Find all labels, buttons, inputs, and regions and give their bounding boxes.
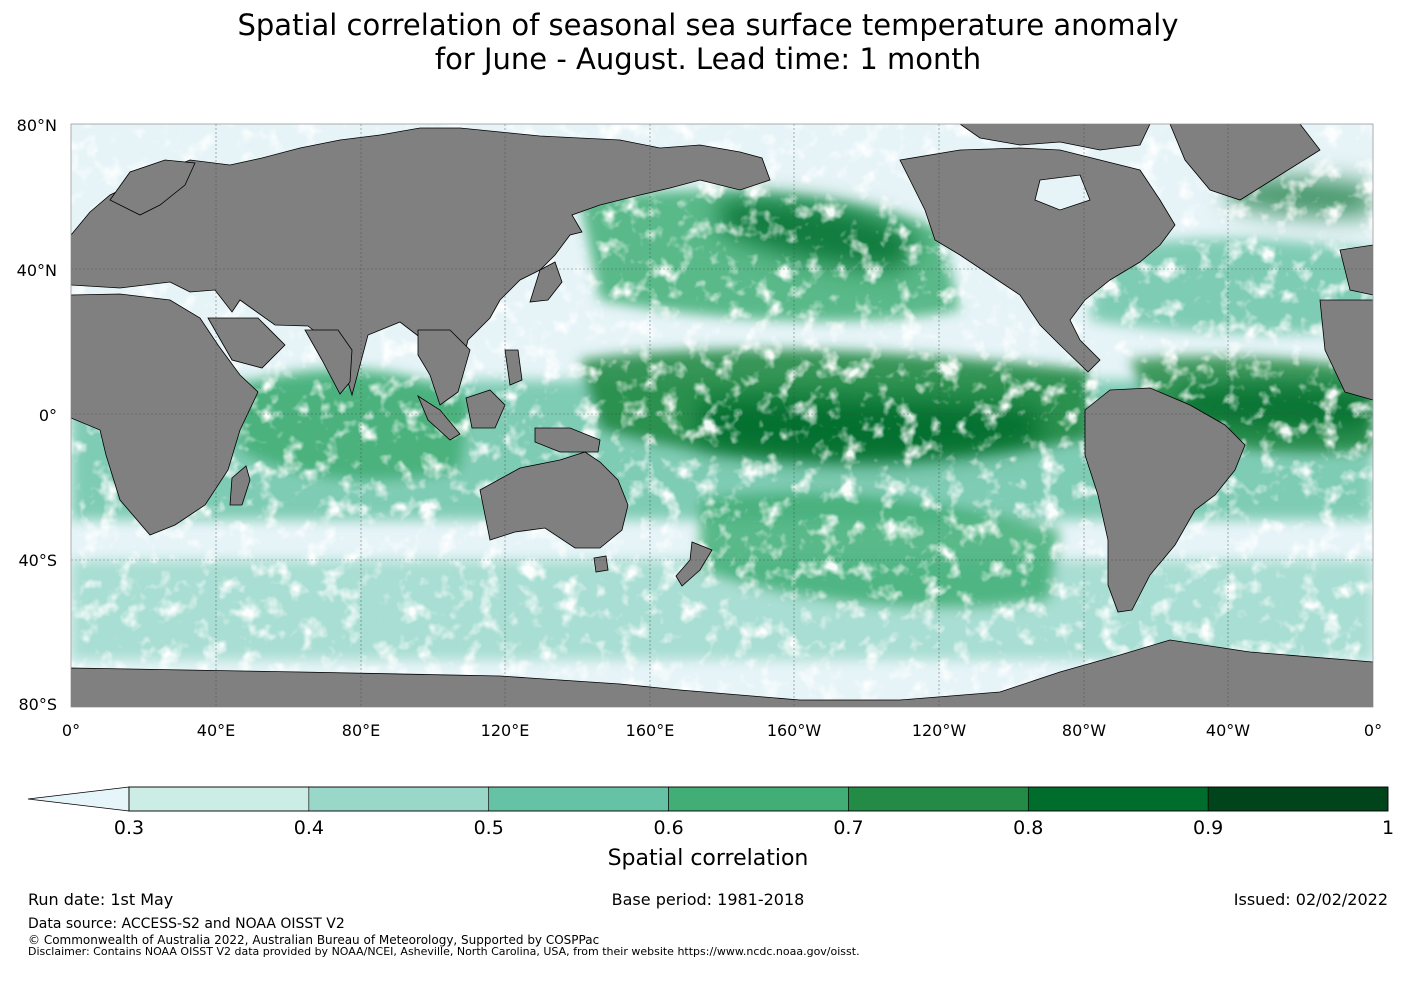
title-line-1: Spatial correlation of seasonal sea surf… [237,8,1179,42]
land-madagascar [229,465,251,506]
land-north-america [899,147,1176,373]
colorbar-bins [128,786,1389,812]
land-south-america [1084,387,1246,613]
colorbar-tick-label: 0.5 [474,817,504,839]
colorbar-tick-label: 0.4 [294,817,324,839]
colorbar-bin [128,786,310,812]
colorbar-bin [308,786,490,812]
colorbar-tick-label: 1 [1382,817,1394,839]
land-masses [71,124,1373,707]
colorbar-label: Spatial correlation [607,846,809,871]
land-new-guinea [534,427,601,453]
land-india [304,329,353,395]
graticule [71,124,1373,707]
lon-label-80e: 80°E [342,721,380,740]
lon-label-120e: 120°E [481,721,530,740]
colorbar-bin [488,786,669,812]
land-antarctica [71,639,1373,707]
colorbar-tick-label: 0.6 [653,817,683,839]
colorbar-bin [668,786,849,812]
colorbar-bin [848,786,1029,812]
lat-label-0: 0° [39,406,57,425]
lon-label-0-left: 0° [62,721,80,740]
lon-label-80w: 80°W [1062,721,1106,740]
colorbar: 0.3 0.4 0.5 0.6 0.7 0.8 0.9 1 [27,786,1394,839]
colorbar-tick-labels: 0.3 0.4 0.5 0.6 0.7 0.8 0.9 1 [114,817,1394,839]
land-philippines [504,349,523,386]
lon-label-40e: 40°E [197,721,235,740]
colorbar-tick-label: 0.9 [1193,817,1223,839]
chart-title: Spatial correlation of seasonal sea surf… [0,8,1416,76]
base-period: Base period: 1981-2018 [611,890,805,909]
colorbar-extend-arrow [27,786,130,812]
land-greenland [1169,124,1321,201]
colorbar-outline [128,786,1389,812]
land-australia [479,451,629,549]
lon-label-0-right: 0° [1364,721,1382,740]
issued-date: Issued: 02/02/2022 [1233,890,1388,909]
lon-label-40w: 40°W [1206,721,1250,740]
land-japan [529,261,563,303]
lon-label-160e: 160°E [626,721,675,740]
correlation-map: 80°N 40°N 0° 40°S 80°S 0° 40°E 80°E 120°… [17,116,1382,740]
longitude-labels: 0° 40°E 80°E 120°E 160°E 160°W 120°W 80°… [62,721,1382,740]
land-africa-west-edge [1319,299,1373,401]
colorbar-tick-label: 0.3 [114,817,144,839]
colorbar-bin [1207,786,1389,812]
colorbar-tick-label: 0.7 [833,817,863,839]
land-borneo [465,389,506,429]
copyright: © Commonwealth of Australia 2022, Austra… [28,933,600,947]
lat-label-80n: 80°N [17,116,57,135]
land-scandinavia [109,159,196,216]
land-southeast-asia [417,329,471,406]
land-new-zealand [675,541,713,587]
map-plot-area [71,124,1373,707]
land-africa [71,293,259,536]
land-tasmania [593,555,609,573]
land-hudson-bay [1034,174,1091,211]
data-source: Data source: ACCESS-S2 and NOAA OISST V2 [28,916,345,932]
latitude-labels: 80°N 40°N 0° 40°S 80°S [17,116,57,714]
land-europe-west [1339,244,1373,296]
land-sumatra [417,394,461,441]
title-line-2: for June - August. Lead time: 1 month [434,42,982,76]
land-arabia [207,317,286,369]
colorbar-bin [1027,786,1209,812]
land-arctic-islands [959,124,1151,151]
lat-label-40s: 40°S [18,551,57,570]
disclaimer: Disclaimer: Contains NOAA OISST V2 data … [28,945,860,958]
lon-label-160w: 160°W [767,721,822,740]
map-frame [70,123,1374,708]
run-date: Run date: 1st May [28,890,174,909]
lat-label-40n: 40°N [17,261,57,280]
lon-label-120w: 120°W [912,721,967,740]
colorbar-tick-label: 0.8 [1013,817,1043,839]
lat-label-80s: 80°S [18,695,57,714]
land-eurasia [71,127,771,397]
